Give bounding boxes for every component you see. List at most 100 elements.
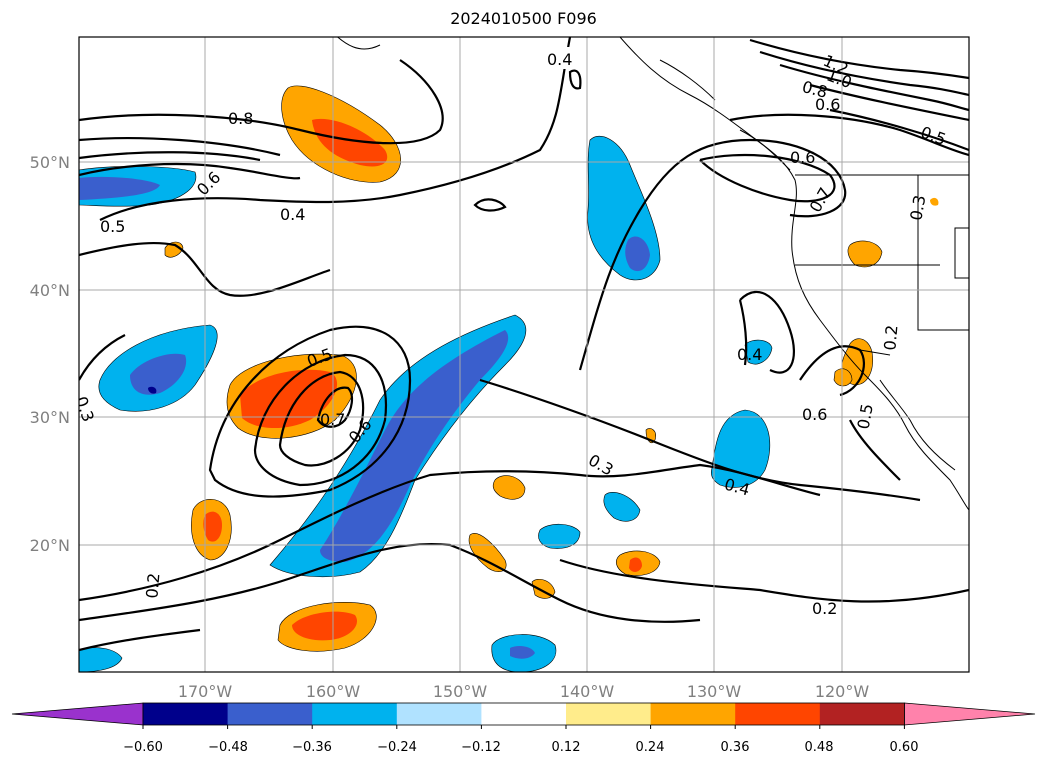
contour-line bbox=[79, 542, 701, 623]
colorbar-extension-high bbox=[904, 702, 1036, 726]
longitude-labels: 170°W 160°W 150°W 140°W 130°W 120°W bbox=[178, 682, 870, 701]
colorbar-segment bbox=[227, 703, 313, 725]
colorbar-tick-label: 0.60 bbox=[890, 740, 919, 755]
negative-area bbox=[625, 236, 650, 272]
lon-tick-label: 150°W bbox=[433, 682, 488, 701]
contour-line bbox=[99, 37, 572, 221]
map-title: 2024010500 F096 bbox=[450, 9, 597, 28]
contour-line bbox=[809, 83, 969, 122]
contour-label: 0.4 bbox=[547, 50, 572, 69]
negative-area bbox=[130, 353, 187, 395]
colorbar-tick-label: 0.36 bbox=[721, 740, 750, 755]
colorbar-tick-label: −0.60 bbox=[123, 740, 163, 755]
positive-area bbox=[492, 475, 526, 500]
colorbar-tick-label: 0.48 bbox=[805, 740, 834, 755]
contour-label: 0.4 bbox=[280, 205, 305, 224]
contour-label: 0.4 bbox=[737, 345, 762, 364]
contour-label: 0.2 bbox=[880, 324, 901, 351]
colorbar-tick-label: −0.12 bbox=[461, 740, 501, 755]
contour-line bbox=[79, 334, 126, 381]
lat-tick-label: 30°N bbox=[30, 408, 70, 427]
contour-line bbox=[559, 558, 969, 603]
contour-lines bbox=[79, 37, 969, 652]
contour-label: 0.6 bbox=[802, 405, 827, 424]
contour-line bbox=[578, 138, 847, 371]
contour-line bbox=[739, 290, 795, 374]
contour-label: 0.5 bbox=[100, 217, 125, 236]
contour-label: 0.5 bbox=[854, 402, 877, 430]
colorbar-tick-label: 0.12 bbox=[552, 740, 581, 755]
colorbar-segment bbox=[819, 703, 905, 725]
colorbar-tick-label: 0.24 bbox=[636, 740, 665, 755]
colorbar-segment bbox=[735, 703, 821, 725]
lon-tick-label: 170°W bbox=[178, 682, 233, 701]
colorbar bbox=[11, 702, 1036, 729]
contour-label-group: 0.4 1.2 1.0 0.8 0.6 0.5 0.6 0.7 0.3 0.8 … bbox=[79, 47, 949, 618]
contour-line bbox=[849, 419, 901, 481]
negative-area bbox=[538, 523, 581, 549]
negative-area bbox=[744, 339, 773, 365]
colorbar-segment bbox=[143, 703, 229, 725]
coastline bbox=[619, 37, 969, 511]
colorbar-tick-label: −0.24 bbox=[377, 740, 417, 755]
contour-label: 0.7 bbox=[320, 410, 345, 429]
contour-line bbox=[473, 198, 507, 212]
state-border bbox=[917, 175, 969, 331]
contour-label: 0.2 bbox=[812, 599, 837, 618]
latitude-labels: 50°N 40°N 30°N 20°N bbox=[30, 153, 70, 555]
coastline bbox=[879, 379, 956, 471]
state-border bbox=[954, 227, 969, 279]
negative-area bbox=[603, 491, 641, 522]
colorbar-tick-label: −0.36 bbox=[292, 740, 332, 755]
contour-label: 0.2 bbox=[142, 572, 163, 599]
map-background bbox=[79, 37, 969, 672]
colorbar-segment bbox=[650, 703, 736, 725]
shaded-anomalies bbox=[79, 85, 939, 672]
contour-line bbox=[749, 38, 969, 80]
positive-area bbox=[312, 118, 388, 167]
coastlines bbox=[336, 37, 969, 511]
contour-line bbox=[79, 628, 201, 652]
contour-line bbox=[79, 162, 301, 180]
colorbar-segment bbox=[566, 703, 652, 725]
coastline bbox=[659, 59, 716, 101]
positive-area bbox=[292, 611, 358, 641]
contour-line bbox=[79, 151, 261, 162]
contour-line bbox=[316, 386, 354, 428]
lon-tick-label: 160°W bbox=[306, 682, 361, 701]
lon-tick-label: 120°W bbox=[815, 682, 870, 701]
contour-line bbox=[479, 378, 921, 502]
contour-line bbox=[799, 345, 865, 397]
contour-label: 0.3 bbox=[906, 194, 929, 222]
negative-area bbox=[510, 645, 535, 659]
positive-area bbox=[930, 197, 939, 206]
contour-line bbox=[79, 59, 444, 145]
contour-line bbox=[253, 353, 388, 487]
contour-line bbox=[699, 153, 836, 203]
contour-line bbox=[278, 370, 365, 467]
lat-tick-label: 20°N bbox=[30, 536, 70, 555]
colorbar-segment bbox=[312, 703, 398, 725]
colorbar-tick-label: −0.48 bbox=[208, 740, 248, 755]
negative-area bbox=[320, 330, 509, 562]
contour-line bbox=[829, 108, 969, 152]
contour-label: 0.8 bbox=[228, 109, 253, 128]
graticule bbox=[79, 37, 969, 672]
lon-tick-label: 130°W bbox=[687, 682, 742, 701]
contour-line bbox=[568, 69, 582, 90]
contour-line bbox=[779, 63, 969, 112]
positive-area bbox=[203, 511, 222, 542]
coastline bbox=[336, 37, 381, 50]
contour-label: 0.6 bbox=[790, 148, 815, 167]
coastline bbox=[739, 129, 791, 171]
lat-tick-label: 50°N bbox=[30, 153, 70, 172]
positive-area bbox=[629, 557, 642, 572]
contour-line bbox=[759, 50, 969, 97]
positive-area bbox=[468, 533, 507, 573]
contour-line bbox=[79, 137, 281, 157]
lat-tick-label: 40°N bbox=[30, 281, 70, 300]
colorbar-segment bbox=[481, 703, 567, 725]
colorbar-segment bbox=[396, 703, 482, 725]
lon-tick-label: 140°W bbox=[560, 682, 615, 701]
